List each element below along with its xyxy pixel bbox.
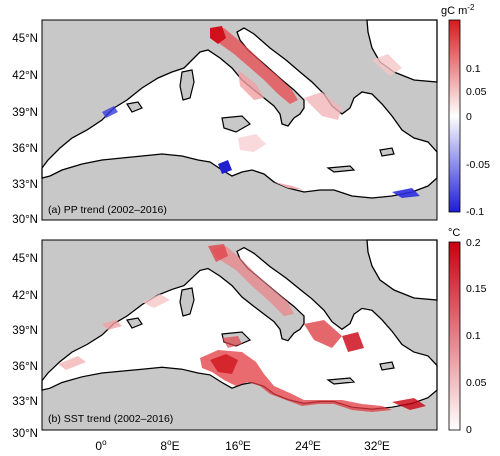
panel-b-colorbar: °C 0.2 0.15 0.1 0.05 0	[448, 227, 487, 436]
panel-a-lat-42: 42°N	[12, 70, 38, 82]
panel-a-lat-axis: 45°N 42°N 39°N 36°N 33°N 30°N	[12, 33, 38, 226]
panel-a-lat-36: 36°N	[12, 143, 38, 155]
lon-axis: 0o 8oE 16oE 24oE 32oE	[95, 438, 389, 453]
panel-b-lat-36: 36°N	[12, 361, 38, 373]
panel-b-cb-tick-2: 0.1	[466, 330, 481, 342]
panel-a-map: (a) PP trend (2002–2016)	[41, 19, 438, 221]
panel-b-frame	[41, 239, 438, 431]
panel-a-frame	[41, 19, 438, 221]
panel-a-label: (a) PP trend (2002–2016)	[48, 204, 167, 216]
panel-a-cb-tick-2: 0	[466, 111, 472, 123]
panel-b-cb-tick-0: 0.2	[466, 237, 481, 249]
panel-a-colorbar: gC m-2 0.1 0.05 0 -0.05 -0.1	[441, 3, 490, 218]
lon-label-8: 8oE	[160, 438, 179, 453]
panel-a-cb-tick-1: 0.05	[466, 86, 487, 98]
panel-a-colorbar-unit-base: gC m	[441, 5, 467, 17]
panel-b-lat-45: 45°N	[12, 253, 38, 265]
panel-a-colorbar-gradient	[448, 19, 461, 213]
panel-b-cb-tick-1: 0.15	[466, 283, 487, 295]
panel-a-lat-39: 39°N	[12, 107, 38, 119]
panel-a-lat-33: 33°N	[12, 179, 38, 191]
panel-a-colorbar-unit: gC m-2	[441, 3, 475, 17]
panel-b-label: (b) SST trend (2002–2016)	[48, 413, 173, 425]
panel-a-islands	[126, 69, 395, 173]
panel-b-lat-30: 30°N	[12, 428, 38, 440]
panel-a-cb-tick-4: -0.1	[466, 206, 484, 218]
lon-label-16: 16oE	[225, 438, 251, 453]
panel-b-colorbar-gradient	[448, 241, 461, 431]
panel-b-lat-axis: 45°N 42°N 39°N 36°N 33°N 30°N	[12, 253, 38, 440]
panel-b-lat-39: 39°N	[12, 325, 38, 337]
panel-a-cb-tick-0: 0.1	[466, 63, 481, 75]
panel-b-islands	[126, 287, 395, 385]
panel-b-lat-42: 42°N	[12, 290, 38, 302]
panel-b-trend-patches	[58, 244, 426, 412]
panel-a-cb-tick-3: -0.05	[466, 159, 490, 171]
lon-label-24: 24oE	[295, 438, 321, 453]
panel-b-cb-tick-3: 0.05	[466, 377, 487, 389]
panel-b-map: (b) SST trend (2002–2016)	[41, 239, 438, 431]
panel-a-lat-45: 45°N	[12, 33, 38, 45]
panel-a-trend-patches	[102, 26, 420, 198]
panel-b-colorbar-unit: °C	[448, 227, 460, 239]
lon-label-0: 0o	[95, 438, 107, 453]
lon-label-32: 32oE	[364, 438, 390, 453]
panel-b-cb-tick-4: 0	[466, 424, 472, 436]
panel-a-colorbar-unit-sup: -2	[467, 3, 475, 12]
panel-a-lat-30: 30°N	[12, 214, 38, 226]
panel-b-lat-33: 33°N	[12, 396, 38, 408]
